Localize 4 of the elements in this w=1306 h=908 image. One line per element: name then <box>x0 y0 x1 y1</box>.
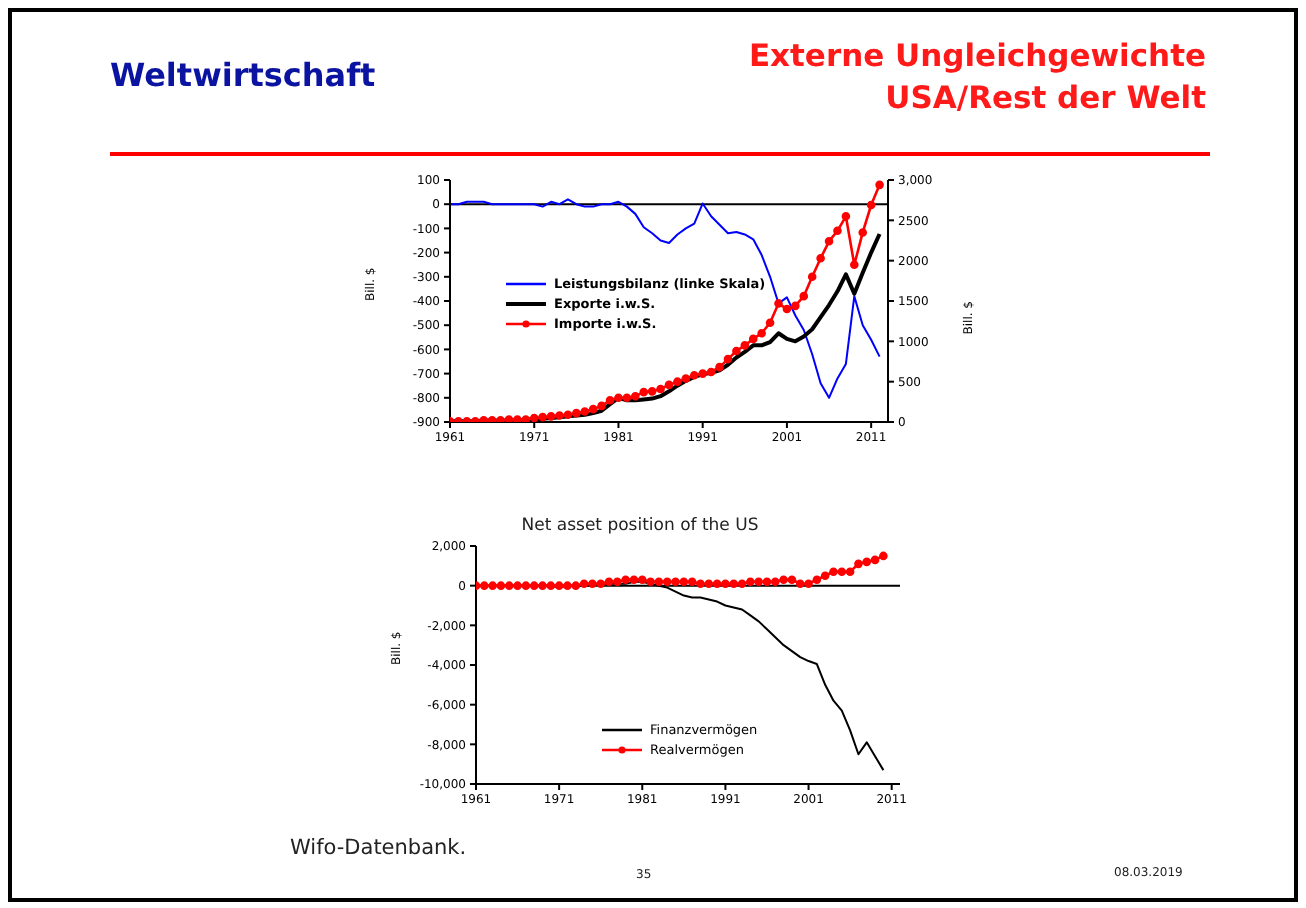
text: Externe Ungleichgewichte USA/Rest der Welt <box>746 36 1206 120</box>
text: Weltwirtschaft <box>110 56 376 94</box>
chart-title: Net asset position of the US <box>519 516 761 536</box>
text: Wifo-Datenbank. <box>290 836 467 860</box>
